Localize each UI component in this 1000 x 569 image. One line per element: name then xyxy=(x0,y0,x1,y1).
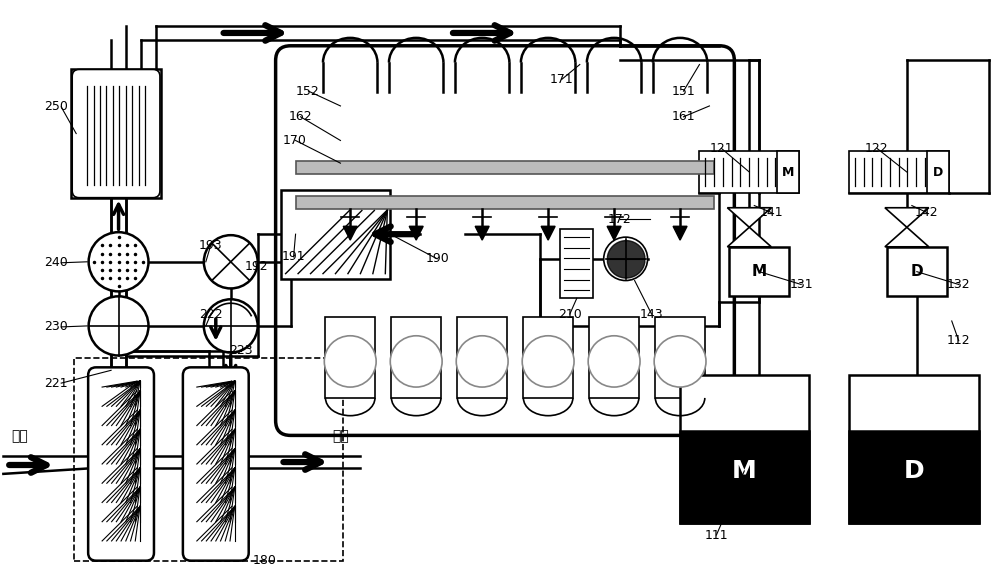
Circle shape xyxy=(588,336,640,387)
Circle shape xyxy=(654,336,706,387)
Polygon shape xyxy=(409,226,423,240)
Circle shape xyxy=(204,235,258,288)
Text: D: D xyxy=(933,166,943,179)
FancyBboxPatch shape xyxy=(183,368,249,560)
Bar xyxy=(296,196,714,208)
Bar xyxy=(849,375,979,523)
Text: 193: 193 xyxy=(199,238,222,251)
Polygon shape xyxy=(343,226,357,240)
Text: 131: 131 xyxy=(789,278,813,291)
Text: D: D xyxy=(904,459,924,484)
Text: 171: 171 xyxy=(550,73,574,86)
Text: 162: 162 xyxy=(289,110,312,123)
Text: 170: 170 xyxy=(283,134,306,147)
Text: 222: 222 xyxy=(199,308,222,320)
Circle shape xyxy=(89,232,148,291)
Text: 142: 142 xyxy=(915,206,938,219)
Polygon shape xyxy=(885,227,929,247)
Text: 143: 143 xyxy=(640,308,663,320)
Polygon shape xyxy=(885,208,929,227)
Polygon shape xyxy=(673,226,687,240)
Bar xyxy=(849,151,949,193)
Bar xyxy=(391,317,441,398)
Bar xyxy=(523,317,573,398)
Text: 排气: 排气 xyxy=(332,430,349,443)
Text: 180: 180 xyxy=(253,554,277,567)
Bar xyxy=(680,431,809,523)
Bar xyxy=(296,161,714,174)
Text: 192: 192 xyxy=(245,260,268,273)
Bar xyxy=(655,317,705,398)
Circle shape xyxy=(390,336,442,387)
Bar xyxy=(777,151,799,193)
Circle shape xyxy=(522,336,574,387)
Bar xyxy=(457,317,507,398)
Text: 141: 141 xyxy=(759,206,783,219)
Bar xyxy=(71,69,161,197)
Circle shape xyxy=(89,296,148,356)
Text: 191: 191 xyxy=(282,250,305,263)
Bar xyxy=(887,247,947,296)
Text: 221: 221 xyxy=(44,377,68,390)
Bar xyxy=(281,190,390,279)
Polygon shape xyxy=(541,226,555,240)
Bar xyxy=(74,358,343,560)
Text: M: M xyxy=(752,264,767,279)
Bar xyxy=(560,229,593,298)
Text: 122: 122 xyxy=(865,142,889,155)
Polygon shape xyxy=(607,226,621,240)
Text: 190: 190 xyxy=(425,252,449,265)
Text: D: D xyxy=(911,264,923,279)
Text: 240: 240 xyxy=(44,256,68,269)
Bar xyxy=(589,317,639,398)
Text: 111: 111 xyxy=(704,529,728,542)
Bar xyxy=(680,375,809,523)
Text: 223: 223 xyxy=(229,344,252,357)
FancyBboxPatch shape xyxy=(88,368,154,560)
Text: 进气: 进气 xyxy=(11,430,28,443)
Bar xyxy=(729,247,789,296)
Circle shape xyxy=(604,237,648,281)
Text: 152: 152 xyxy=(296,85,319,98)
Text: 132: 132 xyxy=(947,278,970,291)
Text: 172: 172 xyxy=(608,213,631,226)
Text: 210: 210 xyxy=(558,308,582,320)
Text: 230: 230 xyxy=(44,320,68,333)
Bar xyxy=(699,151,799,193)
Text: M: M xyxy=(782,166,794,179)
Text: 112: 112 xyxy=(947,334,970,347)
Bar xyxy=(849,431,979,523)
Text: M: M xyxy=(732,459,757,484)
Text: 151: 151 xyxy=(672,85,695,98)
Text: 121: 121 xyxy=(709,142,733,155)
FancyBboxPatch shape xyxy=(276,46,734,435)
Polygon shape xyxy=(727,208,771,227)
Polygon shape xyxy=(727,227,771,247)
FancyBboxPatch shape xyxy=(72,69,160,197)
Bar xyxy=(927,151,949,193)
Polygon shape xyxy=(475,226,489,240)
Circle shape xyxy=(324,336,376,387)
Circle shape xyxy=(204,299,258,353)
Bar xyxy=(325,317,375,398)
Text: 250: 250 xyxy=(44,101,68,113)
Text: 161: 161 xyxy=(672,110,695,123)
Circle shape xyxy=(456,336,508,387)
